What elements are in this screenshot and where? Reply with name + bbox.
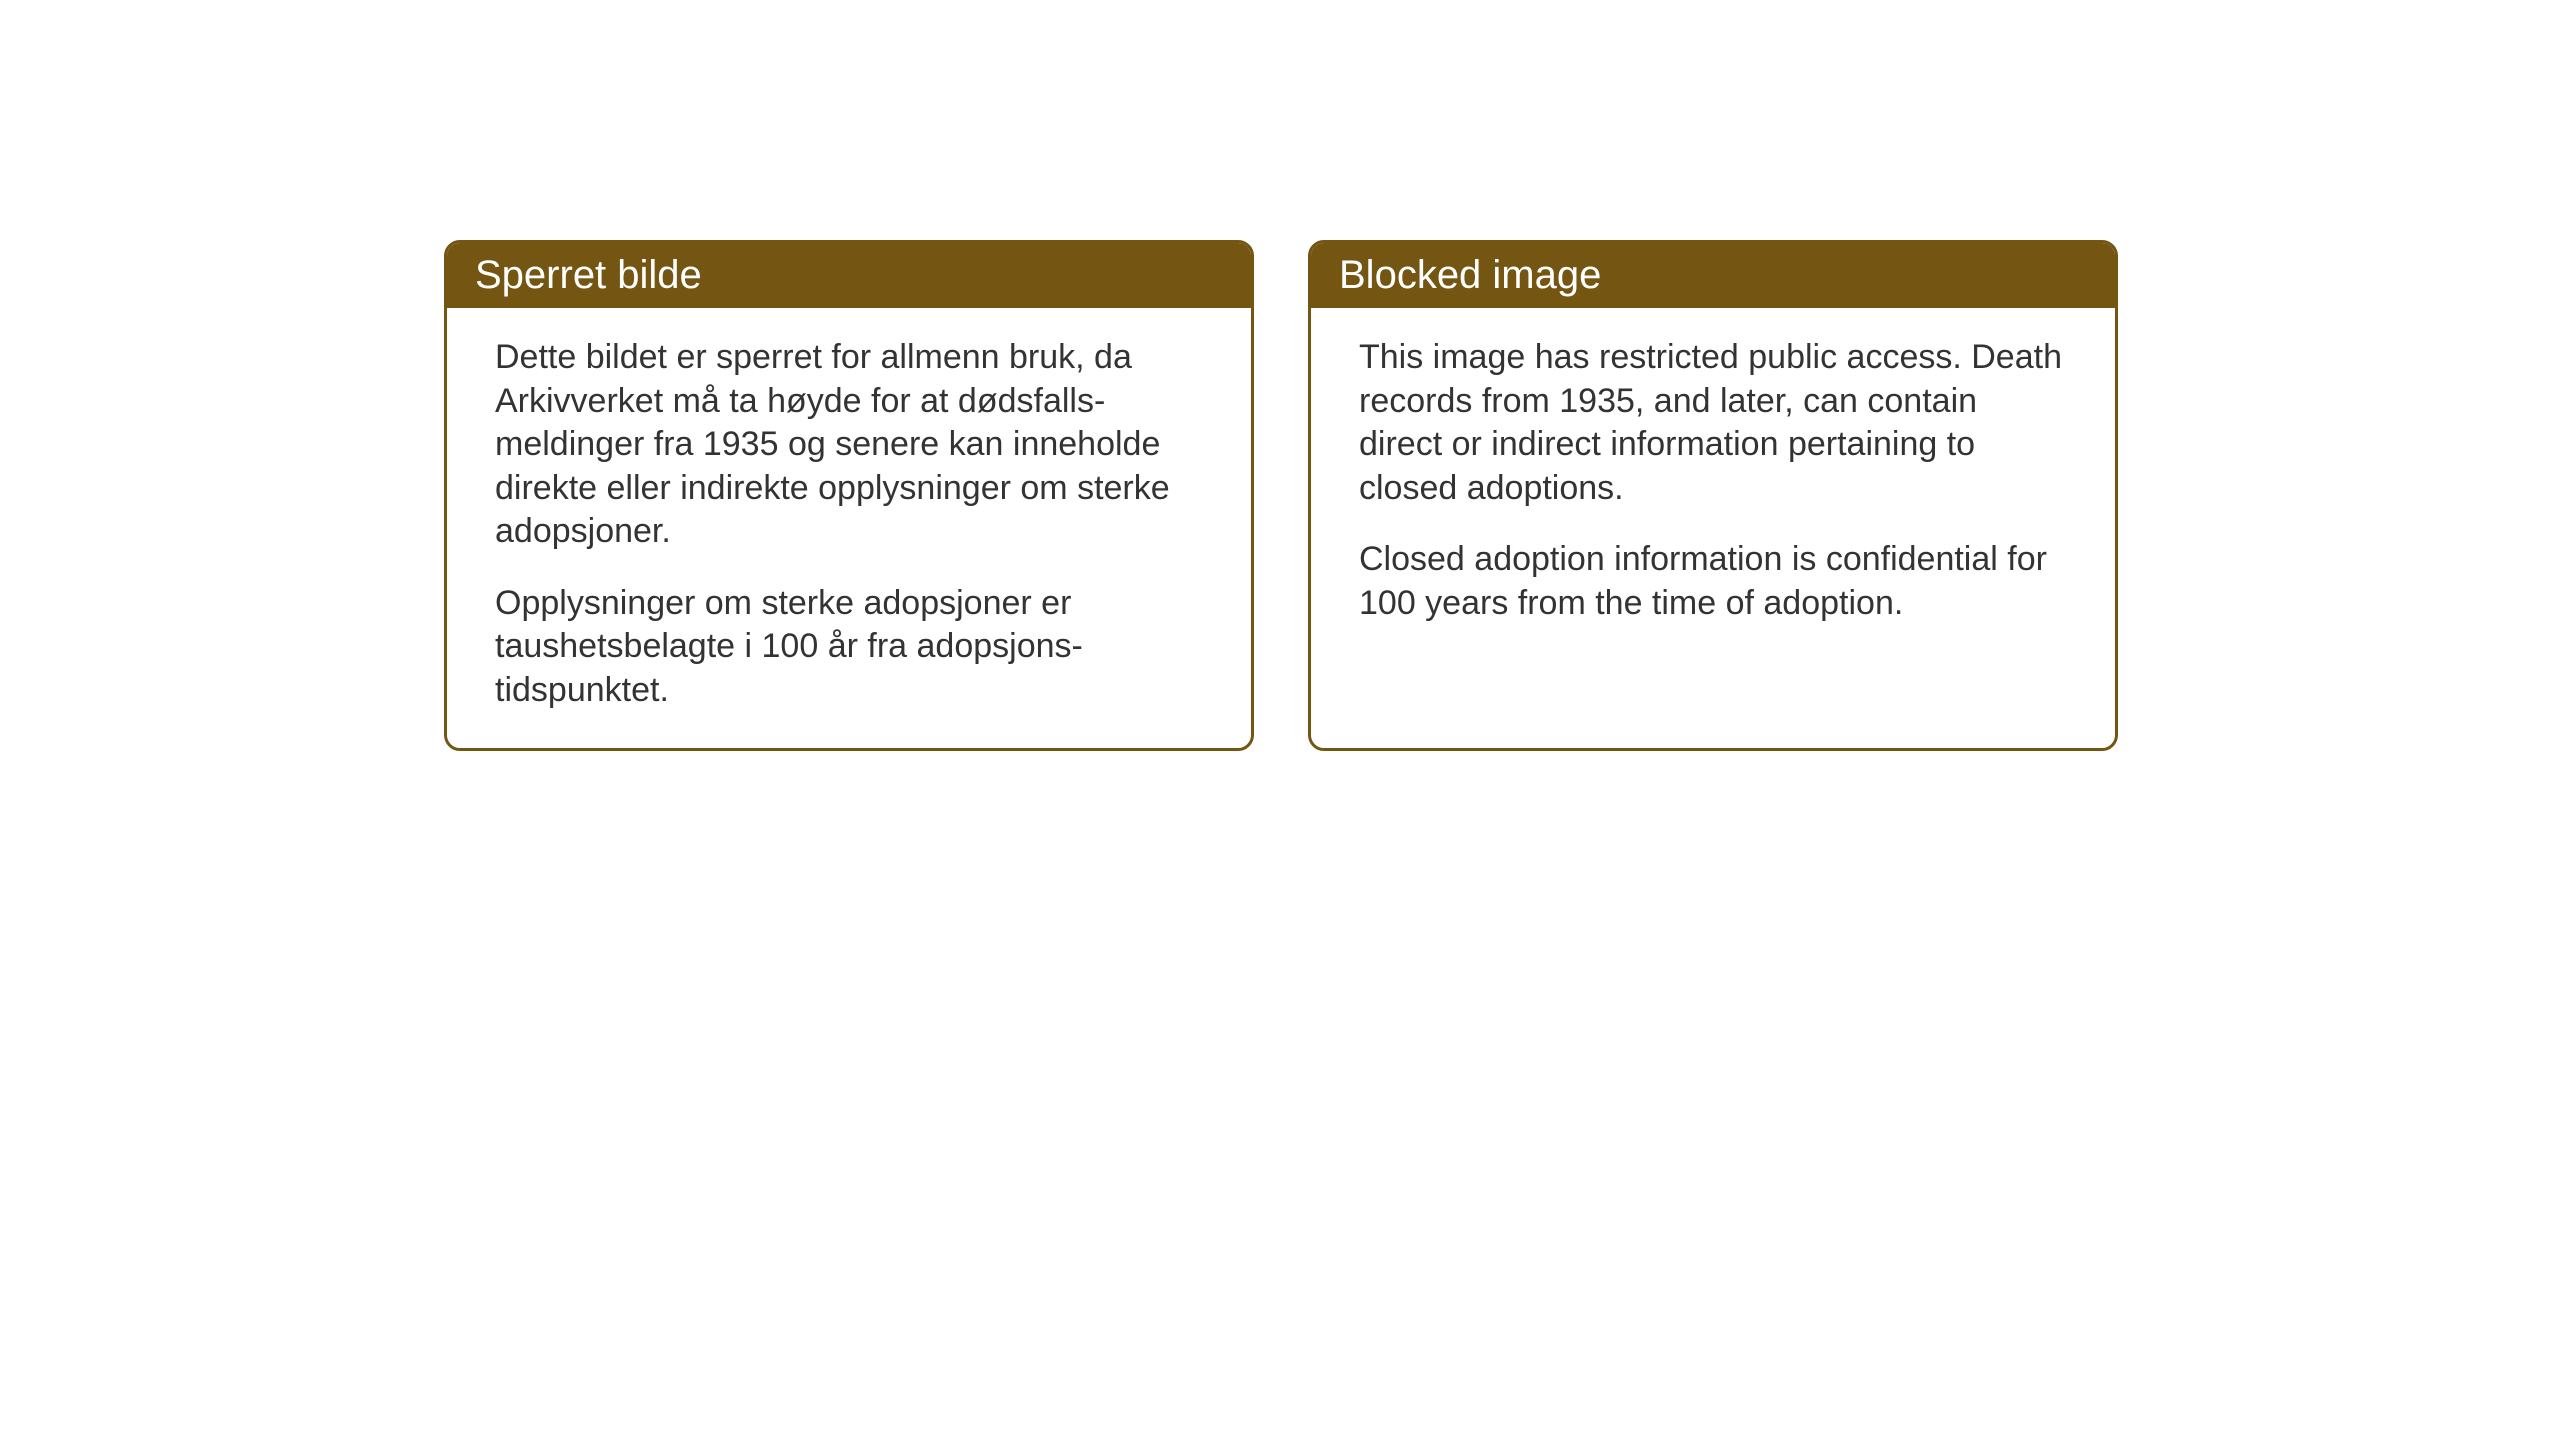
norwegian-paragraph-1: Dette bildet er sperret for allmenn bruk… — [495, 336, 1203, 554]
norwegian-card-body: Dette bildet er sperret for allmenn bruk… — [447, 308, 1251, 748]
english-card-body: This image has restricted public access.… — [1311, 308, 2115, 661]
english-card-title: Blocked image — [1311, 243, 2115, 308]
norwegian-paragraph-2: Opplysninger om sterke adopsjoner er tau… — [495, 582, 1203, 713]
english-notice-card: Blocked image This image has restricted … — [1308, 240, 2118, 751]
english-paragraph-2: Closed adoption information is confident… — [1359, 538, 2067, 625]
norwegian-notice-card: Sperret bilde Dette bildet er sperret fo… — [444, 240, 1254, 751]
english-paragraph-1: This image has restricted public access.… — [1359, 336, 2067, 510]
norwegian-card-title: Sperret bilde — [447, 243, 1251, 308]
notice-container: Sperret bilde Dette bildet er sperret fo… — [444, 240, 2118, 751]
